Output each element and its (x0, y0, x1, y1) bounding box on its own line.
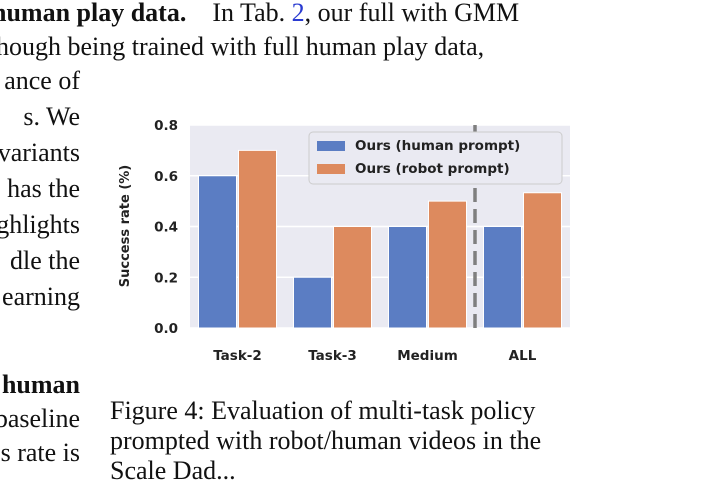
left-fragment-3: variants (0, 138, 80, 167)
caption-line-1: Figure 4: Evaluation of multi-task polic… (110, 396, 536, 425)
y-tick-label: 0.8 (154, 118, 178, 134)
x-tick-label: Task-2 (213, 348, 262, 364)
table-reference-link[interactable]: 2 (291, 0, 305, 27)
legend-swatch-human (317, 141, 345, 151)
caption-line-3: Scale Dad... (110, 456, 236, 485)
figure-4-chart: 0.0 0.2 0.4 0.6 0.8 Task-2 Task-3 Medium ALL Su… (105, 112, 585, 372)
body-line-2: hough being trained with full human play… (0, 32, 484, 62)
bar-human-task-2 (198, 175, 237, 329)
bar-robot-task-2 (238, 149, 277, 329)
x-tick-label: ALL (509, 348, 537, 364)
left-fragment-8: baseline (0, 404, 80, 433)
y-tick-label: 0.0 (154, 321, 178, 337)
bar-human-all (483, 226, 522, 329)
body-line-1: human play data. In Tab. 2, our full wit… (0, 0, 519, 28)
bars-group (198, 149, 562, 329)
y-axis-label: Success rate (%) (118, 165, 133, 288)
bar-human-medium (388, 226, 427, 329)
y-tick-label: 0.2 (154, 270, 178, 286)
left-fragment-6: dle the (9, 246, 80, 275)
bar-human-task-3 (293, 276, 332, 329)
legend-swatch-robot (317, 164, 345, 174)
x-ticks: Task-2 Task-3 Medium ALL (213, 348, 537, 364)
left-fragment-9: s rate is (0, 438, 80, 467)
left-fragment-5: ghlights (0, 210, 80, 239)
y-tick-label: 0.6 (154, 169, 178, 185)
left-fragment-2: s. We (23, 102, 80, 131)
left-fragment-4: has the (7, 174, 80, 203)
left-fragment-7: earning (2, 282, 80, 311)
y-tick-label: 0.4 (154, 220, 178, 236)
body-text: In Tab. 2, our full with GMM (212, 0, 520, 27)
paragraph-heading: human play data. (0, 0, 187, 27)
caption-line-2: prompted with robot/human videos in the (110, 426, 542, 455)
legend: Ours (human prompt) Ours (robot prompt) (308, 131, 563, 185)
y-ticks: 0.0 0.2 0.4 0.6 0.8 (154, 118, 178, 337)
bar-robot-medium (428, 200, 467, 329)
bar-robot-task-3 (333, 226, 372, 329)
x-tick-label: Task-3 (308, 348, 357, 364)
body-text: hough being trained with full human play… (0, 32, 485, 61)
x-tick-label: Medium (397, 348, 458, 364)
left-bold-fragment: human (1, 370, 80, 399)
left-fragment-1: ance of (4, 66, 80, 95)
legend-label-robot: Ours (robot prompt) (355, 161, 510, 177)
legend-label-human: Ours (human prompt) (355, 138, 520, 154)
legend-box (308, 131, 563, 185)
bar-chart: 0.0 0.2 0.4 0.6 0.8 Task-2 Task-3 Medium ALL Su… (118, 118, 570, 364)
bar-robot-all (523, 192, 562, 329)
